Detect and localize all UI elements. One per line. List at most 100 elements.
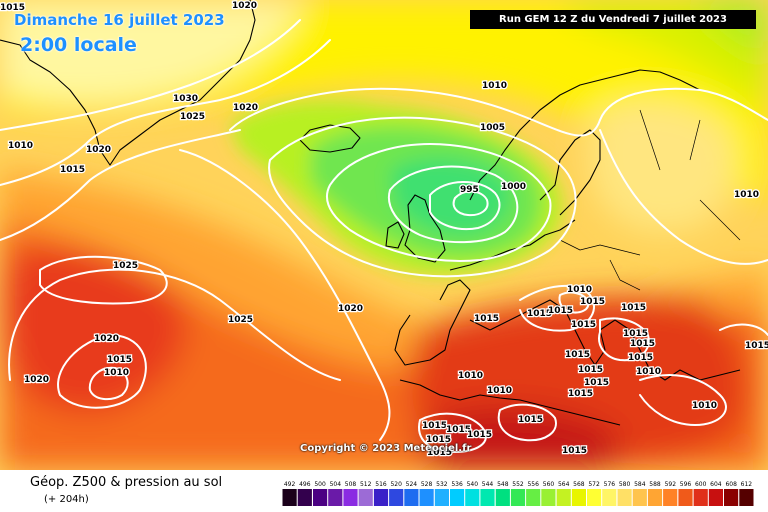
scale-tick-label: 504 — [330, 481, 342, 488]
isobar-label: 1015 — [628, 353, 653, 363]
isobar-label: 1015 — [745, 341, 768, 351]
isobar-label: 1015 — [568, 389, 593, 399]
scale-tick-label: 568 — [573, 481, 585, 488]
scale-tick-label: 544 — [482, 481, 494, 488]
isobar-label: 1020 — [338, 304, 363, 314]
isobar-label: 1015 — [565, 350, 590, 360]
isobar-label: 1020 — [24, 375, 49, 385]
isobar-label: 1010 — [636, 367, 661, 377]
iceland-coast — [299, 124, 361, 153]
isobar-label: 1020 — [94, 334, 119, 344]
scale-tick-label: 520 — [390, 481, 402, 488]
isobar-label: 1015 — [578, 365, 603, 375]
scale-tick-label: 604 — [710, 481, 722, 488]
scale-swatch — [297, 489, 312, 506]
chart-title: Géop. Z500 & pression au sol — [30, 475, 223, 490]
africa-coast — [399, 379, 621, 426]
scale-tick-label: 524 — [406, 481, 418, 488]
scale-swatch — [465, 489, 480, 506]
scale-swatch — [343, 489, 358, 506]
scale-tick-label: 572 — [588, 481, 600, 488]
scale-tick-label: 512 — [360, 481, 372, 488]
color-scale-legend: 492 496 500 504 508 512 516 520 524 528 532 536 540 5… — [282, 481, 754, 506]
model-run-info: Run GEM 12 Z du Vendredi 7 juillet 2023 — [470, 10, 756, 29]
isobar-label: 1010 — [567, 285, 592, 295]
scale-swatch — [647, 489, 663, 506]
scale-swatch — [526, 489, 541, 506]
scale-swatch — [556, 489, 571, 506]
isobar-label: 1015 — [467, 430, 492, 440]
scale-swatch — [739, 489, 754, 506]
scale-tick-label: 596 — [680, 481, 692, 488]
isobar-label: 1025 — [180, 112, 205, 122]
britain-coast — [404, 194, 446, 263]
scandinavia-coast — [469, 69, 701, 216]
forecast-lead-time: (+ 204h) — [44, 494, 89, 505]
scale-tick-label: 608 — [725, 481, 737, 488]
isobar-label: 1015 — [584, 378, 609, 388]
geopotential-field — [0, 0, 768, 470]
scale-swatch — [404, 489, 419, 506]
isobar-label: 1010 — [734, 190, 759, 200]
isobar-label: 1015 — [527, 309, 552, 319]
scale-tick-label: 560 — [543, 481, 555, 488]
scale-swatch — [541, 489, 556, 506]
scale-tick-label: 556 — [527, 481, 539, 488]
coastlines — [0, 0, 741, 426]
scale-swatch — [617, 489, 632, 506]
scale-swatch — [587, 489, 602, 506]
isobar-label: 1015 — [60, 165, 85, 175]
forecast-time: 2:00 locale — [20, 34, 137, 56]
isobar-label: 1015 — [623, 329, 648, 339]
scale-swatches — [282, 489, 754, 506]
scale-tick-label: 576 — [604, 481, 616, 488]
isobar-label: 1020 — [232, 1, 257, 11]
scale-swatch — [419, 489, 434, 506]
scale-swatch — [282, 489, 297, 506]
isobar-label: 1015 — [446, 425, 471, 435]
scale-swatch — [495, 489, 510, 506]
greenland-coast — [0, 0, 256, 166]
isobar-label: 1010 — [692, 401, 717, 411]
scale-tick-label: 540 — [467, 481, 479, 488]
forecast-date: Dimanche 16 juillet 2023 — [14, 11, 225, 29]
scale-swatch — [480, 489, 495, 506]
scale-swatch — [632, 489, 647, 506]
isobar-label: 1020 — [233, 103, 258, 113]
scale-swatch — [389, 489, 404, 506]
isobar-label: 1000 — [501, 182, 526, 192]
scale-swatch — [571, 489, 586, 506]
scale-tick-label: 584 — [634, 481, 646, 488]
isobar-label: 1015 — [107, 355, 132, 365]
scale-tick-label: 592 — [665, 481, 677, 488]
scale-tick-label: 548 — [497, 481, 509, 488]
isobar-label: 1015 — [630, 339, 655, 349]
isobar-label: 1015 — [548, 306, 573, 316]
scale-tick-label: 612 — [741, 481, 753, 488]
scale-swatch — [510, 489, 526, 506]
isobar-label: 1015 — [474, 314, 499, 324]
scale-tick-label: 516 — [375, 481, 387, 488]
scale-swatch — [450, 489, 465, 506]
scale-tick-label: 496 — [299, 481, 311, 488]
scale-tick-label: 564 — [558, 481, 570, 488]
isobar-label: 1010 — [104, 368, 129, 378]
copyright-notice: Copyright © 2023 Meteociel.fr — [300, 443, 472, 454]
isobar-label: 1025 — [228, 315, 253, 325]
ireland-coast — [385, 221, 405, 249]
scale-tick-label: 536 — [451, 481, 463, 488]
scale-tick-label: 532 — [436, 481, 448, 488]
isobar-label: 1015 — [580, 297, 605, 307]
scale-swatch — [724, 489, 739, 506]
weather-map: 1020 1030 1025 1020 1010 1020 1015 1015 … — [0, 0, 768, 470]
isobar-label: 1015 — [427, 448, 452, 458]
scale-swatch — [693, 489, 708, 506]
scale-tick-label: 492 — [284, 481, 296, 488]
scale-swatch — [602, 489, 617, 506]
scale-tick-label: 580 — [619, 481, 631, 488]
mediterranean-coast — [469, 299, 741, 381]
scale-tick-label: 600 — [695, 481, 707, 488]
isobar-label: 1015 — [518, 415, 543, 425]
isobar-label: 1015 — [562, 446, 587, 456]
isobar-label: 1010 — [8, 141, 33, 151]
